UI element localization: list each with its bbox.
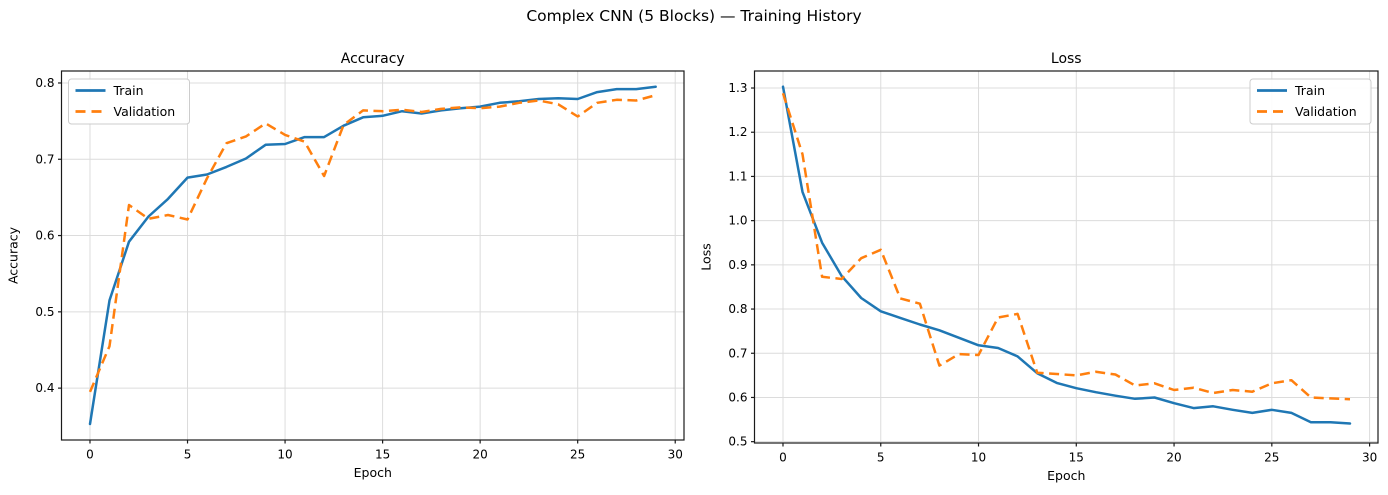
y-tick-label: 1.2 xyxy=(728,125,747,139)
y-tick-label: 0.7 xyxy=(35,152,54,166)
y-tick-label: 0.4 xyxy=(35,381,54,395)
x-tick-label: 10 xyxy=(277,448,292,462)
train-series-line xyxy=(781,85,1352,425)
x-tick-label: 25 xyxy=(570,448,585,462)
x-tick-label: 0 xyxy=(779,451,787,465)
y-axis-label: Accuracy xyxy=(6,226,21,284)
train-series-line xyxy=(88,85,657,426)
axes-title: Accuracy xyxy=(341,51,405,67)
legend: Train Validation xyxy=(1249,78,1372,125)
y-tick-label: 1.0 xyxy=(728,214,747,228)
x-tick-label: 0 xyxy=(86,448,94,462)
x-tick-label: 15 xyxy=(375,448,390,462)
x-axis-label: Epoch xyxy=(354,465,392,480)
x-tick-label: 20 xyxy=(473,448,488,462)
x-tick-label: 15 xyxy=(1069,451,1084,465)
y-tick-label: 0.8 xyxy=(728,302,747,316)
axes-spine xyxy=(60,70,685,441)
legend: Train Validation xyxy=(68,78,190,125)
y-tick-label: 0.5 xyxy=(35,305,54,319)
y-tick-label: 0.5 xyxy=(728,435,747,449)
x-tick-label: 30 xyxy=(668,448,683,462)
y-axis-label: Loss xyxy=(699,243,714,270)
x-tick-label: 5 xyxy=(877,451,885,465)
x-axis-label: Epoch xyxy=(1047,468,1085,483)
axes-spine xyxy=(753,70,1379,444)
y-tick-label: 0.8 xyxy=(35,76,54,90)
x-tick-label: 30 xyxy=(1362,451,1377,465)
panel-loss: 0 5 10 15 20 25 30 0.5 0.6 0.7 0.8 0.9 1.0 1.1 1.2 1.3 L… xyxy=(699,51,1379,483)
y-tick-label: 0.9 xyxy=(728,258,747,272)
y-tick-label: 0.6 xyxy=(35,229,54,243)
legend-label-validation: Validation xyxy=(1295,104,1357,119)
legend-label-validation: Validation xyxy=(114,104,176,119)
x-tick-label: 20 xyxy=(1166,451,1181,465)
y-tick-label: 1.1 xyxy=(728,169,747,183)
y-tick-label: 0.6 xyxy=(728,390,747,404)
y-tick-label: 1.3 xyxy=(728,81,747,95)
y-tick-label: 0.7 xyxy=(728,346,747,360)
axes-title: Loss xyxy=(1051,51,1082,67)
figure-title: Complex CNN (5 Blocks) — Training Histor… xyxy=(526,7,862,25)
x-tick-label: 25 xyxy=(1264,451,1279,465)
x-tick-label: 5 xyxy=(184,448,192,462)
validation-series-line xyxy=(88,93,657,393)
validation-series-line xyxy=(781,92,1351,401)
legend-label-train: Train xyxy=(1294,83,1325,98)
x-tick-label: 10 xyxy=(971,451,986,465)
legend-label-train: Train xyxy=(113,83,144,98)
panel-accuracy: 0 5 10 15 20 25 30 0.4 0.5 0.6 0.7 0.8 Accuracy Epoch… xyxy=(6,51,685,480)
